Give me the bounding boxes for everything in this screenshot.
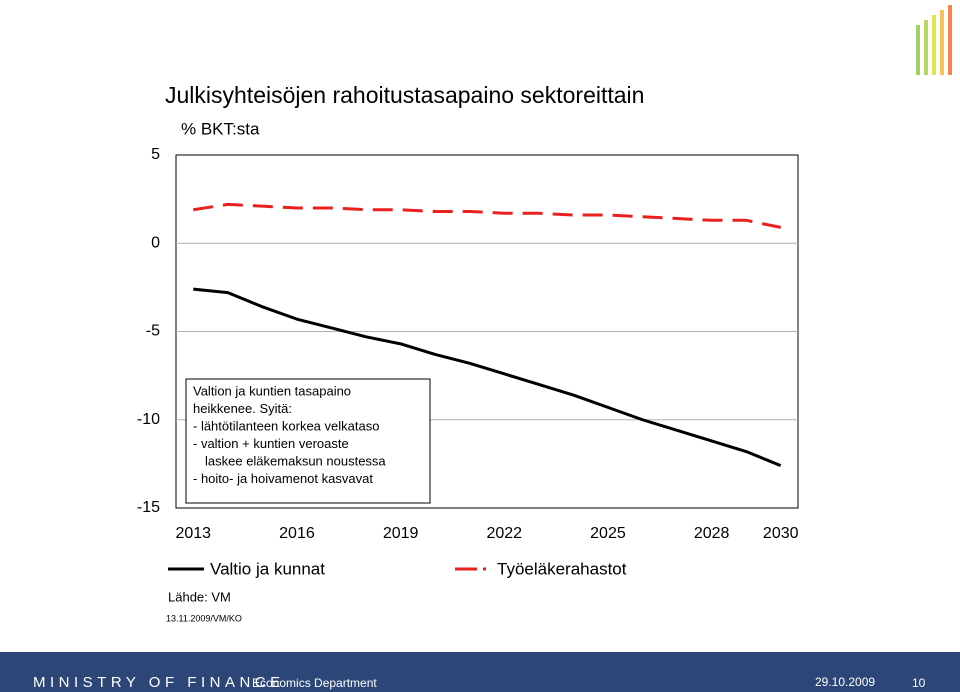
legend-label: Työeläkerahastot [497, 559, 627, 578]
footer-bar [0, 652, 960, 692]
source: Lähde: VM [168, 589, 231, 604]
y-tick-label: 5 [151, 146, 160, 163]
annotation-line: - valtion + kuntien veroaste [193, 436, 349, 451]
logo-bar [940, 10, 944, 75]
y-tick-label: 0 [151, 234, 160, 251]
annotation-line: - hoito- ja hoivamenot kasvavat [193, 471, 373, 486]
chart-subtitle: % BKT:sta [181, 119, 260, 138]
x-tick-label: 2025 [590, 525, 626, 542]
footer-page: 10 [912, 676, 926, 690]
legend-label: Valtio ja kunnat [210, 559, 325, 578]
y-tick-label: -5 [146, 323, 160, 340]
footer-date: 29.10.2009 [815, 675, 875, 689]
logo-bar [932, 15, 936, 75]
x-tick-label: 2030 [763, 525, 799, 542]
logo-bar [924, 20, 928, 75]
footer-brand: MINISTRY OF FINANCE [33, 674, 285, 691]
y-tick-label: -10 [137, 411, 160, 428]
chart-title: Julkisyhteisöjen rahoitustasapaino sekto… [165, 82, 644, 108]
date-note: 13.11.2009/VM/KO [166, 613, 242, 623]
logo-bar [916, 25, 920, 75]
annotation-line: laskee eläkemaksun noustessa [205, 453, 386, 468]
annotation-box [185, 378, 431, 504]
footer-department: Economics Department [252, 676, 377, 690]
x-tick-label: 2019 [383, 525, 419, 542]
logo-bar [948, 5, 952, 75]
annotation-line: heikkenee. Syitä: [193, 401, 292, 416]
x-tick-label: 2028 [694, 525, 730, 542]
annotation-line: Valtion ja kuntien tasapaino [193, 383, 351, 398]
logo [916, 5, 952, 75]
series-line [193, 287, 782, 468]
series-line [193, 202, 782, 229]
x-tick-label: 2013 [175, 525, 211, 542]
y-tick-label: -15 [137, 499, 160, 516]
x-tick-label: 2016 [279, 525, 315, 542]
x-tick-label: 2022 [486, 525, 522, 542]
annotation-line: - lähtötilanteen korkea velkataso [193, 418, 379, 433]
